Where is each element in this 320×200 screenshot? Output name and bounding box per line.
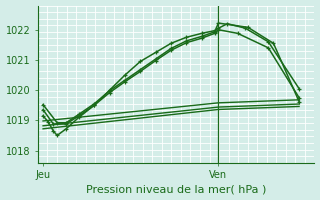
X-axis label: Pression niveau de la mer( hPa ): Pression niveau de la mer( hPa ) [86,184,266,194]
